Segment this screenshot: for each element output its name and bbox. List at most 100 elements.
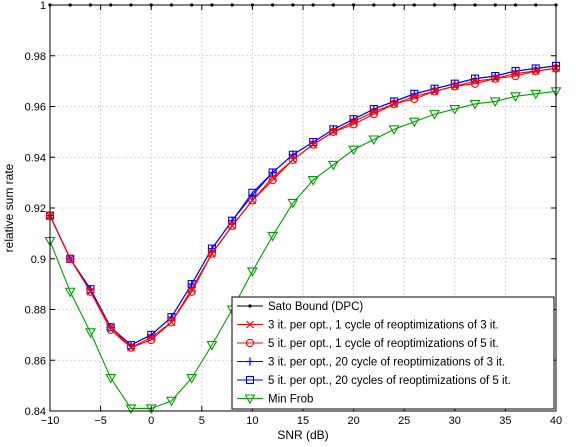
- x-tick-label: 5: [199, 415, 205, 427]
- data-point: [248, 196, 257, 205]
- data-point: [329, 127, 338, 136]
- data-point: [248, 196, 257, 205]
- data-point: [408, 117, 420, 128]
- data-point: [106, 323, 115, 332]
- data-point: [86, 287, 95, 296]
- y-tick-label: 0.9: [31, 254, 46, 266]
- data-point: [390, 100, 399, 108]
- data-point: [228, 221, 237, 230]
- x-tick-label: 25: [398, 415, 410, 427]
- legend-box: [231, 296, 555, 410]
- data-point: [287, 198, 299, 209]
- series-line: [49, 67, 557, 349]
- data-point: [127, 343, 135, 352]
- data-point: [348, 145, 360, 156]
- data-point: [329, 127, 338, 137]
- y-tick-label: 0.94: [25, 152, 46, 164]
- data-point: [288, 155, 298, 164]
- data-point: [307, 176, 319, 186]
- x-tick-label: 0: [148, 415, 154, 427]
- legend-entry: 5 it. per opt., 1 cycle of reoptimizatio…: [237, 338, 499, 350]
- data-point: [369, 109, 378, 119]
- x-tick-label: 15: [297, 415, 309, 427]
- data-point: [64, 287, 76, 298]
- data-point: [511, 69, 520, 78]
- data-point: [511, 71, 520, 81]
- legend-label: Min Frob: [268, 394, 313, 406]
- data-point: [389, 99, 399, 109]
- axis-ticks: −10 −5 0 5 10 15 20 25 30 35 40 0.84 0.86 0.88 0.9 0.92…: [25, 0, 563, 427]
- legend-label: 3 it. per opt., 20 cycle of reoptimizati…: [268, 357, 505, 369]
- data-point: [430, 87, 439, 96]
- data-point: [368, 135, 380, 146]
- data-point: [288, 150, 297, 159]
- data-point: [268, 175, 277, 185]
- data-point: [207, 244, 216, 253]
- data-point: [186, 373, 198, 384]
- data-point: [530, 89, 542, 100]
- data-point: [228, 221, 237, 230]
- data-point: [267, 231, 279, 242]
- data-point: [125, 404, 137, 415]
- data-point: [246, 267, 258, 278]
- legend-marker: [244, 394, 256, 405]
- data-point: [308, 140, 318, 149]
- x-tick-label: 40: [550, 415, 562, 427]
- data-point: [66, 254, 75, 263]
- legend-entry: 3 it. per opt., 20 cycle of reoptimizati…: [237, 357, 505, 369]
- legend: Sato Bound (DPC) 3 it. per opt., 1 cycle …: [231, 296, 555, 410]
- series-line: [49, 65, 557, 346]
- y-tick-label: 0.84: [25, 406, 46, 418]
- x-tick-label: 20: [347, 415, 359, 427]
- data-point: [471, 77, 479, 86]
- legend-entry: Min Frob: [237, 394, 313, 406]
- y-tick-label: 0.88: [25, 305, 46, 317]
- data-point: [349, 120, 358, 129]
- legend-label: 5 it. per opt., 20 cycles of reoptimizat…: [268, 375, 511, 387]
- data-point: [309, 140, 318, 149]
- data-point: [410, 94, 419, 104]
- y-axis-label: relative sum rate: [2, 163, 16, 252]
- data-point: [450, 82, 459, 91]
- data-point: [449, 104, 461, 115]
- x-tick-label: 30: [449, 415, 461, 427]
- data-point: [268, 173, 277, 182]
- data-point: [147, 333, 156, 342]
- data-point: [147, 335, 156, 345]
- data-point: [369, 107, 378, 116]
- x-axis-label: SNR (dB): [277, 428, 328, 442]
- data-point: [187, 285, 196, 294]
- data-point: [85, 328, 96, 338]
- x-tick-label: 10: [246, 415, 258, 427]
- y-tick-label: 1: [40, 0, 46, 12]
- data-point: [327, 160, 339, 171]
- data-point: [66, 254, 75, 263]
- y-tick-label: 0.96: [25, 102, 46, 114]
- data-point: [450, 82, 459, 91]
- data-point: [531, 67, 540, 75]
- data-point: [268, 168, 277, 177]
- data-point: [349, 117, 358, 126]
- legend-marker: [245, 375, 255, 385]
- legend-marker: [246, 320, 254, 329]
- x-tick-label: 35: [499, 415, 511, 427]
- data-point: [207, 249, 217, 258]
- data-point: [429, 110, 441, 120]
- data-point: [430, 87, 439, 96]
- x-tick-label: −10: [41, 415, 60, 427]
- data-point: [510, 92, 521, 102]
- data-point: [228, 216, 237, 225]
- legend-label: Sato Bound (DPC): [268, 301, 363, 313]
- legend-entry: 3 it. per opt., 1 cycle of reoptimizatio…: [237, 320, 499, 332]
- series-5: [44, 87, 562, 415]
- x-tick-label: −5: [94, 415, 107, 427]
- data-point: [469, 99, 481, 110]
- data-point: [86, 287, 95, 296]
- y-tick-label: 0.92: [25, 203, 46, 215]
- legend-marker: [245, 338, 255, 348]
- data-point: [491, 74, 500, 83]
- legend-marker: [246, 357, 254, 366]
- legend-marker: [248, 304, 252, 308]
- data-point: [206, 340, 218, 351]
- data-point: [470, 79, 480, 88]
